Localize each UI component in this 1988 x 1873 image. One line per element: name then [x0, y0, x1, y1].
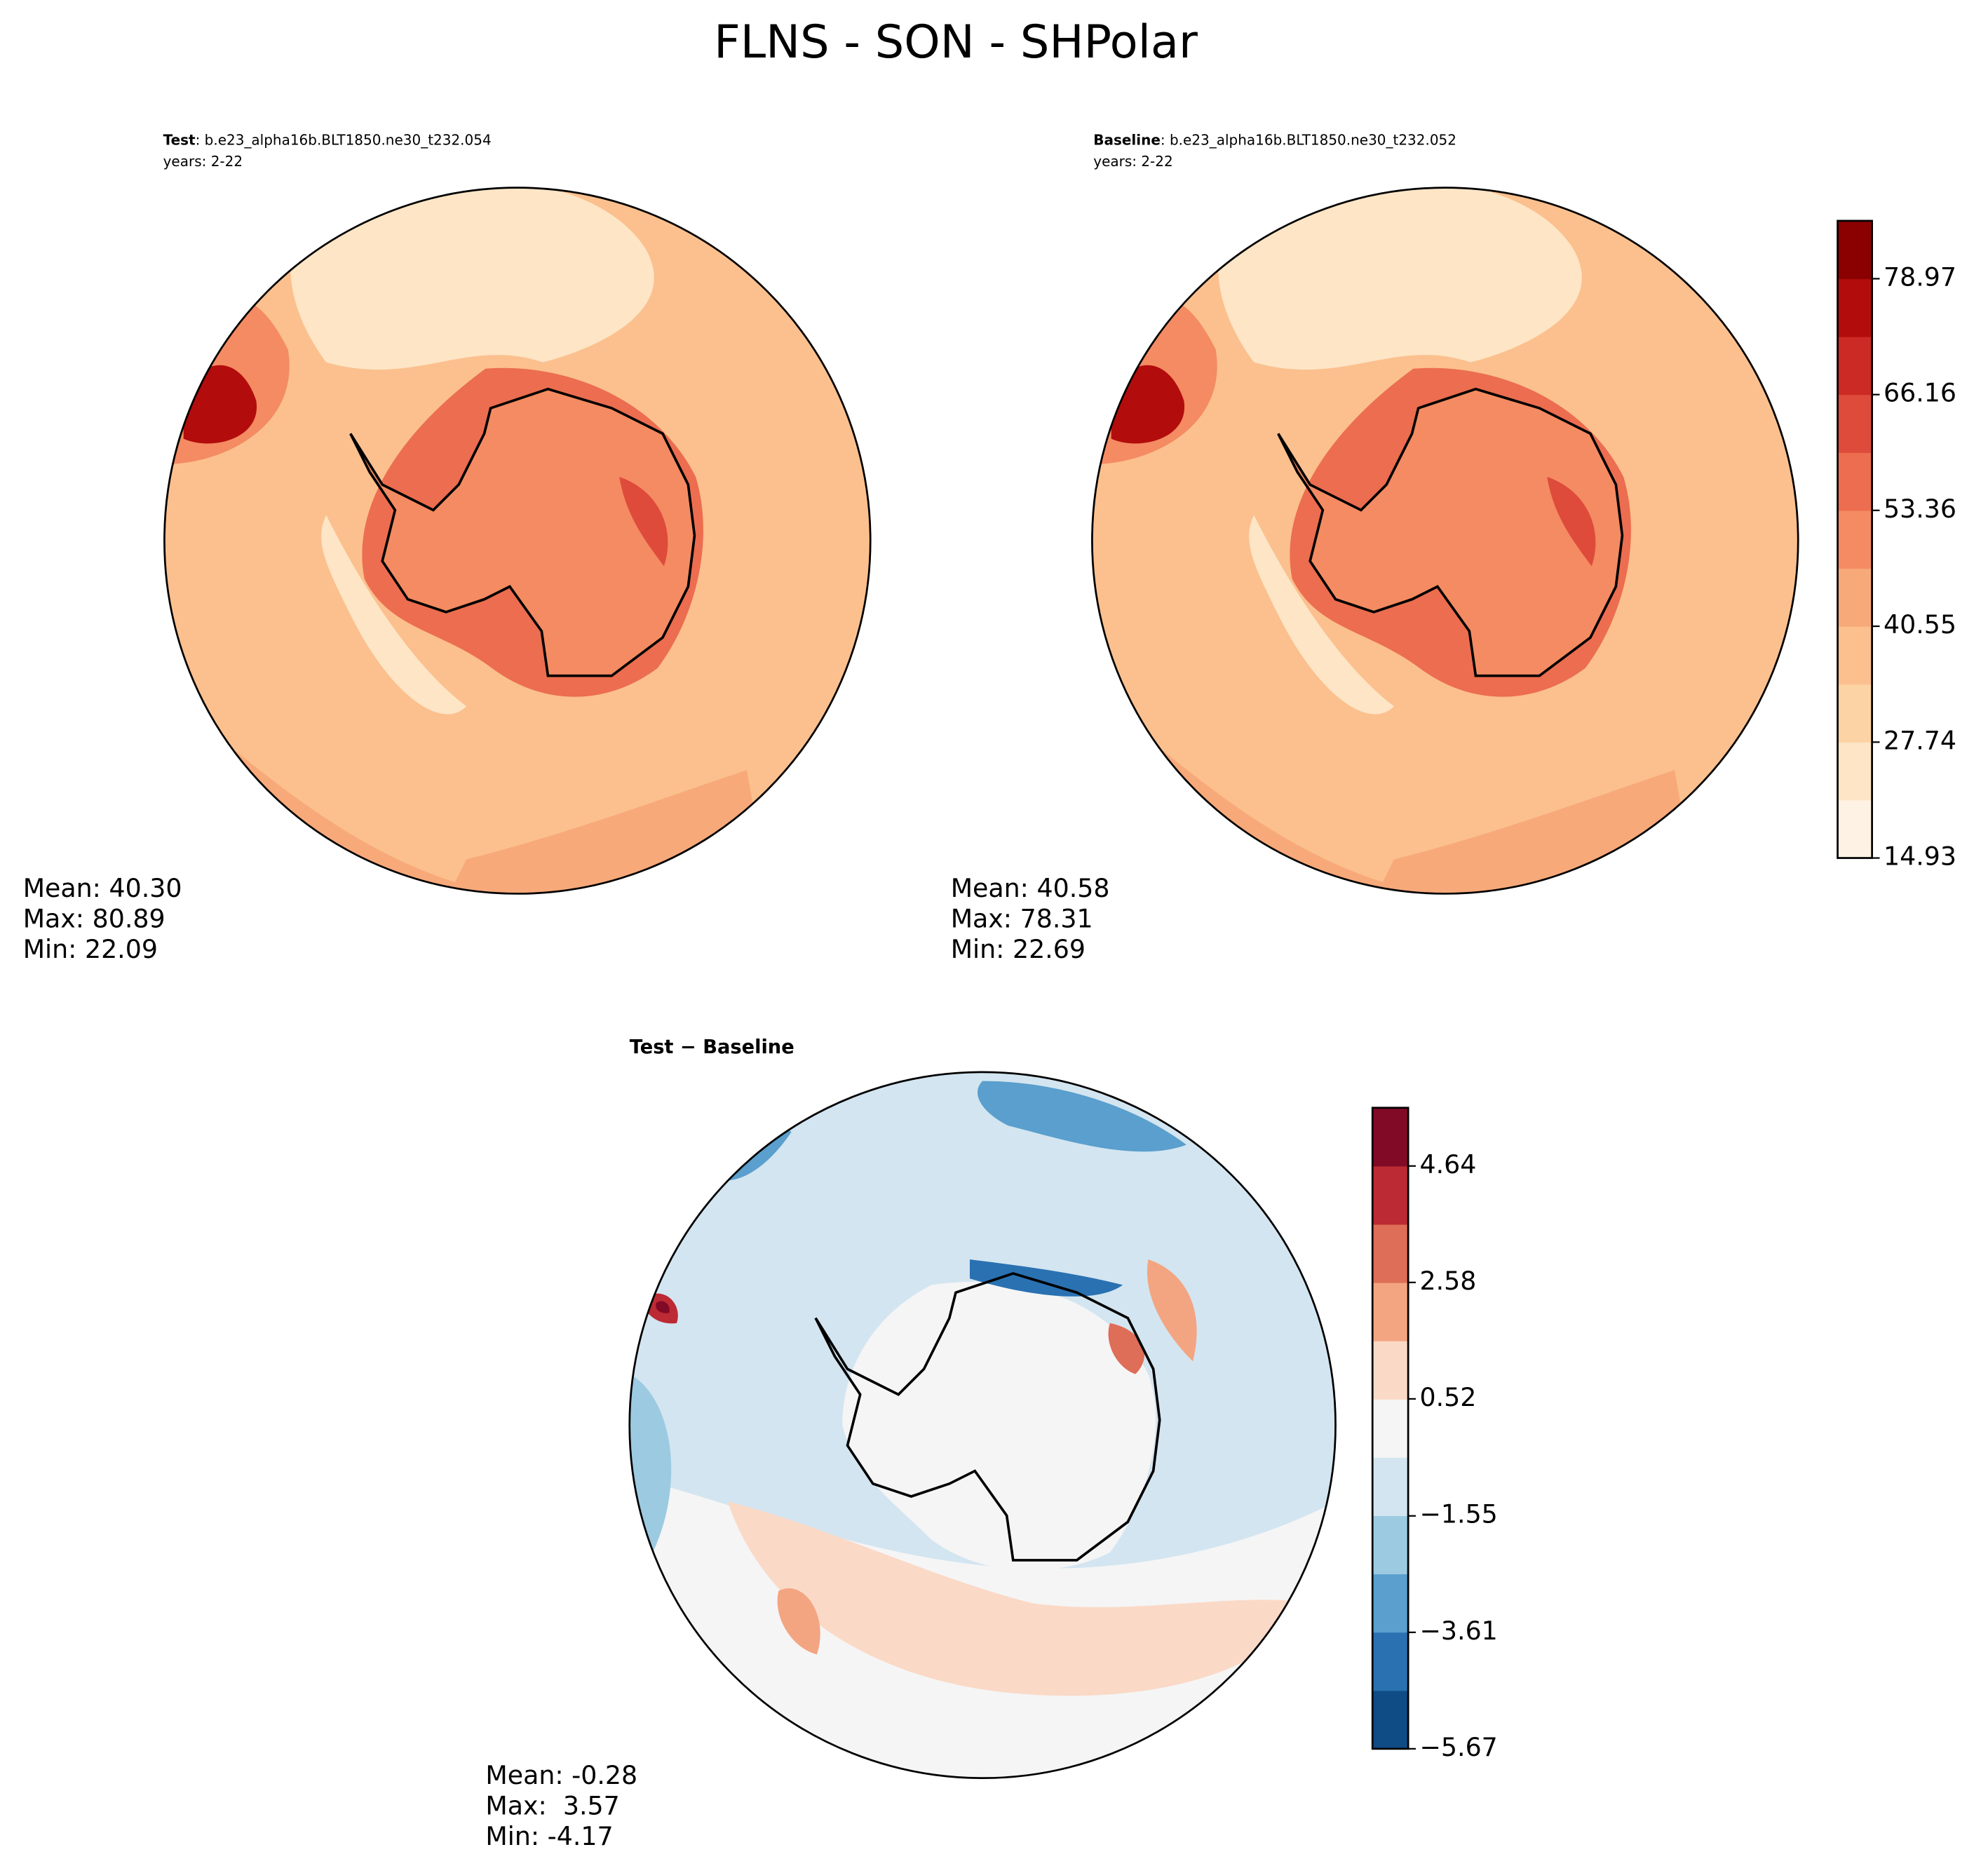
- colorbar-band: [1837, 799, 1872, 859]
- colorbar-tick-label: 40.55: [1884, 609, 1956, 640]
- colorbar-band: [1372, 1574, 1409, 1633]
- years: years: 2-22: [163, 153, 243, 170]
- stat: Max: 80.89: [23, 904, 165, 934]
- colorbar-tick-label: 66.16: [1884, 378, 1956, 408]
- colorbar-band: [1372, 1341, 1409, 1400]
- colorbar-band: [1837, 568, 1872, 627]
- colorbar-band: [1837, 394, 1872, 453]
- colorbar-tick-label: 78.97: [1884, 262, 1956, 292]
- colorbar-band: [1837, 742, 1872, 801]
- stat: Min: 22.69: [951, 934, 1086, 964]
- colorbar-tick-label: −3.61: [1419, 1616, 1497, 1646]
- panel-label: Test − Baseline: [630, 1036, 794, 1058]
- stat: Min: 22.09: [23, 934, 158, 964]
- panel-label: Test: [163, 131, 196, 148]
- colorbar-tick-label: −5.67: [1419, 1732, 1497, 1762]
- difference-map: [628, 1071, 1337, 1780]
- colorbar-tick-label: 53.36: [1884, 494, 1956, 524]
- case-name: : b.e23_alpha16b.BLT1850.ne30_t232.052: [1161, 131, 1456, 148]
- panel-heading: Test: b.e23_alpha16b.BLT1850.ne30_t232.0…: [163, 131, 492, 148]
- test-map: [163, 187, 872, 895]
- colorbar-band: [1372, 1632, 1409, 1691]
- stat: Mean: 40.58: [951, 873, 1110, 903]
- colorbar-band: [1372, 1515, 1409, 1575]
- stat: Min: -4.17: [485, 1821, 613, 1851]
- colorbar-band: [1372, 1165, 1409, 1225]
- case-name: : b.e23_alpha16b.BLT1850.ne30_t232.054: [196, 131, 492, 148]
- colorbar-band: [1837, 510, 1872, 569]
- colorbar-tick-label: −1.55: [1419, 1499, 1497, 1529]
- colorbar-tick-label: 0.52: [1419, 1382, 1476, 1412]
- colorbar-tick-label: 14.93: [1884, 841, 1956, 872]
- colorbar-band: [1837, 626, 1872, 685]
- colorbar-band: [1837, 337, 1872, 395]
- colorbar-band: [1372, 1107, 1409, 1167]
- colorbar-band: [1372, 1690, 1409, 1750]
- colorbar-band: [1837, 452, 1872, 511]
- stat: Max: 78.31: [951, 904, 1093, 934]
- years: years: 2-22: [1093, 153, 1172, 170]
- colorbar-frame: [1371, 1107, 1409, 1750]
- colorbar-band: [1837, 220, 1872, 280]
- colorbar-frame: [1837, 219, 1873, 859]
- panel-label: Baseline: [1093, 131, 1161, 148]
- colorbar-band: [1372, 1399, 1409, 1458]
- colorbar-tick-label: 27.74: [1884, 725, 1956, 755]
- colorbar-tick-label: 2.58: [1419, 1266, 1476, 1296]
- colorbar-band: [1372, 1283, 1409, 1341]
- stat: Max: 3.57: [485, 1790, 619, 1820]
- colorbar-band: [1837, 278, 1872, 337]
- baseline-map: [1091, 187, 1799, 895]
- colorbar-band: [1372, 1224, 1409, 1283]
- colorbar-band: [1372, 1457, 1409, 1516]
- colorbar-band: [1837, 684, 1872, 743]
- panel-heading: Baseline: b.e23_alpha16b.BLT1850.ne30_t2…: [1093, 131, 1456, 148]
- stat: Mean: 40.30: [23, 873, 182, 903]
- stat: Mean: -0.28: [485, 1760, 637, 1790]
- figure-title: FLNS - SON - SHPolar: [714, 15, 1198, 69]
- colorbar-tick-label: 4.64: [1419, 1149, 1476, 1179]
